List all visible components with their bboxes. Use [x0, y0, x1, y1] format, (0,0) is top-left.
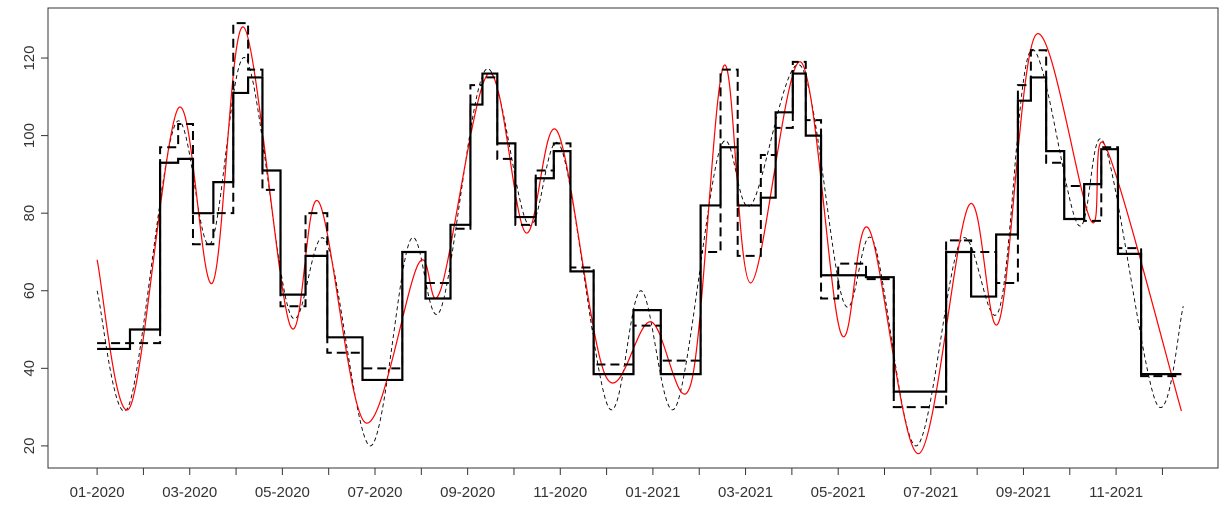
x-tick-label: 07-2020 — [347, 484, 402, 501]
x-tick-label: 07-2021 — [903, 484, 958, 501]
y-tick-label: 120 — [21, 46, 38, 71]
y-tick-label: 40 — [21, 360, 38, 377]
x-tick-label: 05-2020 — [255, 484, 310, 501]
series-line — [96, 49, 1184, 447]
x-tick-label: 09-2020 — [440, 484, 495, 501]
series-line — [97, 72, 1182, 393]
x-tick-label: 05-2021 — [811, 484, 866, 501]
y-tick-label: 60 — [21, 282, 38, 299]
x-tick-label: 03-2020 — [162, 484, 217, 501]
plot-frame — [47, 7, 1219, 469]
y-tick-label: 20 — [21, 438, 38, 455]
x-tick-label: 11-2020 — [533, 484, 587, 501]
x-tick-label: 01-2021 — [625, 484, 680, 501]
x-tick-label: 09-2021 — [996, 484, 1051, 501]
x-tick-label: 03-2021 — [718, 484, 773, 501]
y-tick-label: 100 — [21, 123, 38, 148]
x-tick-label: 01-2020 — [70, 484, 125, 501]
x-tick-label: 11-2021 — [1089, 484, 1143, 501]
y-tick-label: 80 — [21, 205, 38, 222]
